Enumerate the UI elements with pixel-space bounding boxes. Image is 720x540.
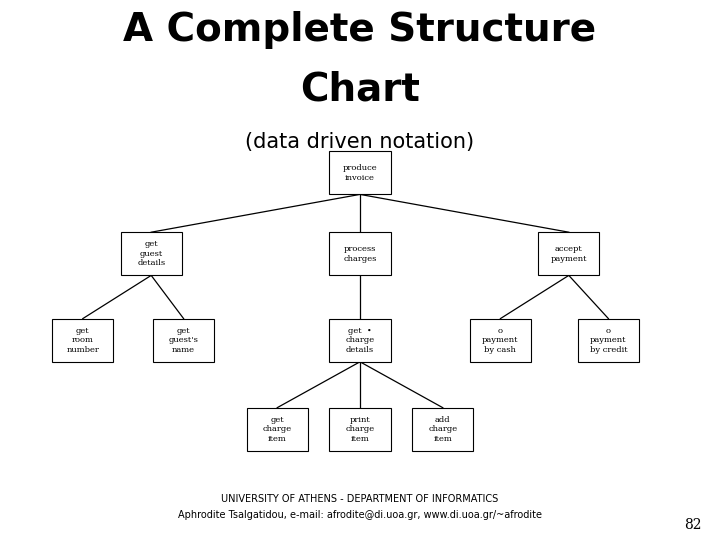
FancyBboxPatch shape: [153, 319, 215, 362]
Text: o
payment
by cash: o payment by cash: [482, 327, 518, 354]
Text: UNIVERSITY OF ATHENS - DEPARTMENT OF INFORMATICS: UNIVERSITY OF ATHENS - DEPARTMENT OF INF…: [221, 494, 499, 504]
Text: A Complete Structure: A Complete Structure: [123, 11, 597, 49]
FancyBboxPatch shape: [330, 408, 390, 451]
Text: Chart: Chart: [300, 70, 420, 108]
FancyBboxPatch shape: [539, 232, 599, 275]
FancyBboxPatch shape: [330, 232, 390, 275]
Text: print
charge
item: print charge item: [346, 416, 374, 443]
FancyBboxPatch shape: [121, 232, 181, 275]
Text: process
charges: process charges: [343, 245, 377, 262]
FancyBboxPatch shape: [330, 151, 390, 194]
Text: (data driven notation): (data driven notation): [246, 132, 474, 152]
FancyBboxPatch shape: [53, 319, 114, 362]
Text: get
guest
details: get guest details: [137, 240, 166, 267]
Text: produce
invoice: produce invoice: [343, 164, 377, 181]
Text: accept
payment: accept payment: [551, 245, 587, 262]
FancyBboxPatch shape: [412, 408, 474, 451]
Text: get
charge
item: get charge item: [263, 416, 292, 443]
Text: add
charge
item: add charge item: [428, 416, 457, 443]
Text: get  •
charge
details: get • charge details: [346, 327, 374, 354]
FancyBboxPatch shape: [469, 319, 531, 362]
Text: get
guest's
name: get guest's name: [168, 327, 199, 354]
Text: o
payment
by credit: o payment by credit: [590, 327, 627, 354]
FancyBboxPatch shape: [577, 319, 639, 362]
FancyBboxPatch shape: [246, 408, 308, 451]
Text: get
room
number: get room number: [66, 327, 99, 354]
FancyBboxPatch shape: [330, 319, 390, 362]
Text: Aphrodite Tsalgatidou, e-mail: afrodite@di.uoa.gr, www.di.uoa.gr/~afrodite: Aphrodite Tsalgatidou, e-mail: afrodite@…: [178, 510, 542, 521]
Text: 82: 82: [685, 518, 702, 532]
